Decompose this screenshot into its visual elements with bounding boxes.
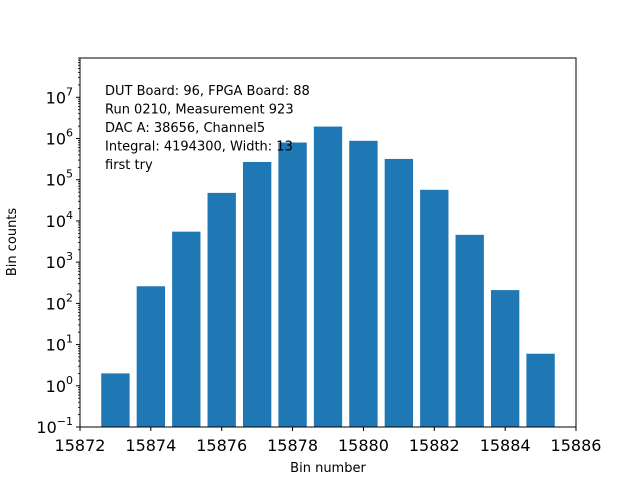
x-tick-label: 15876 [196, 436, 247, 455]
y-tick-label: 106 [46, 127, 73, 149]
annotation-block: DUT Board: 96, FPGA Board: 88 Run 0210, M… [105, 84, 310, 173]
bar [490, 290, 520, 427]
annotation-line: DAC A: 38656, Channel5 [105, 121, 265, 136]
y-tick-label: 101 [46, 333, 73, 355]
x-tick-label: 15882 [409, 436, 460, 455]
bar [242, 161, 272, 427]
x-tick-label: 15880 [338, 436, 389, 455]
y-tick-label: 10−1 [36, 415, 73, 437]
annotation-line: first try [105, 158, 153, 173]
bar [526, 353, 555, 427]
bar [278, 142, 307, 427]
bar [420, 189, 449, 427]
y-tick-label: 105 [46, 168, 73, 190]
y-tick-label: 103 [46, 250, 73, 272]
y-tick-label: 100 [46, 374, 73, 396]
bars-group [101, 126, 555, 428]
x-axis-label: Bin number [290, 461, 366, 476]
bar [384, 158, 414, 428]
y-tick-label: 102 [46, 291, 73, 313]
bar [207, 192, 236, 427]
x-tick-label: 15874 [125, 436, 176, 455]
annotation-line: DUT Board: 96, FPGA Board: 88 [105, 84, 310, 99]
x-tick-label: 15872 [55, 436, 106, 455]
bar [349, 140, 378, 427]
bar [101, 373, 130, 427]
y-tick-label: 107 [46, 85, 73, 107]
x-axis-ticks: 15872 15874 15876 15878 15880 15882 15884 15886 [55, 427, 602, 455]
x-tick-label: 15878 [267, 436, 318, 455]
bar [455, 234, 484, 427]
y-axis-ticks: 10−1 100 101 102 103 104 105 106 107 [36, 57, 80, 437]
annotation-line: Integral: 4194300, Width: 13 [105, 140, 293, 155]
y-tick-label: 104 [46, 209, 73, 231]
bar [313, 126, 343, 427]
x-tick-label: 15886 [551, 436, 602, 455]
annotation-line: Run 0210, Measurement 923 [105, 103, 294, 118]
x-tick-label: 15884 [480, 436, 531, 455]
bar [136, 286, 166, 427]
bar [172, 231, 201, 427]
y-axis-label: Bin counts [5, 208, 20, 277]
